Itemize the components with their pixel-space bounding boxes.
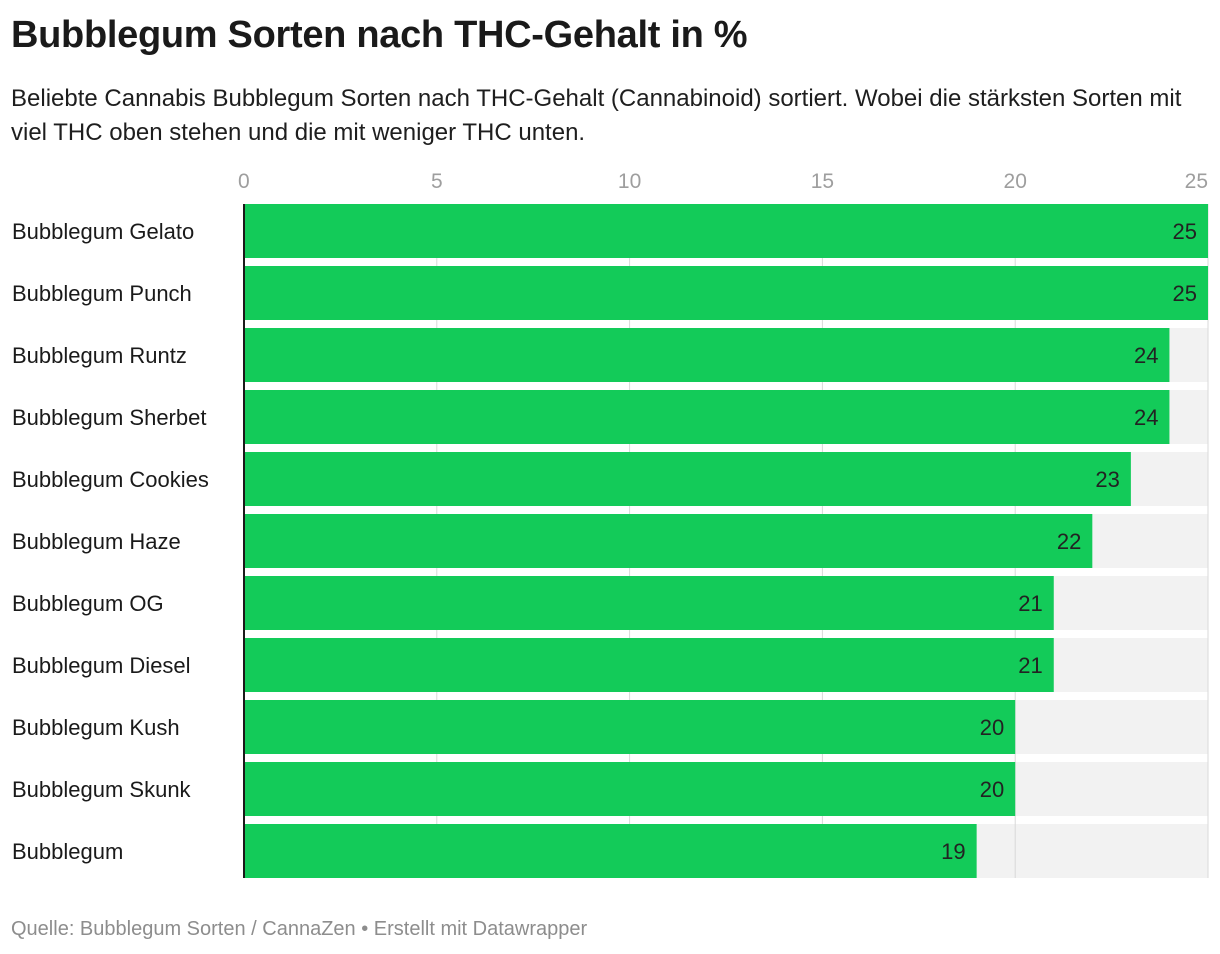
category-label: Bubblegum Cookies [12,467,209,492]
bar [244,390,1170,444]
chart-title: Bubblegum Sorten nach THC-Gehalt in % [11,14,748,56]
x-tick-label: 25 [1185,170,1208,193]
category-label: Bubblegum Sherbet [12,405,206,430]
chart-subtitle: Beliebte Cannabis Bubblegum Sorten nach … [11,85,1182,146]
bar [244,576,1054,630]
chart-source: Quelle: Bubblegum Sorten / CannaZen • Er… [11,918,588,940]
category-label: Bubblegum Kush [12,715,180,740]
category-label: Bubblegum Punch [12,281,192,306]
value-label: 22 [1057,529,1081,554]
bar [244,204,1208,258]
category-label: Bubblegum Runtz [12,343,187,368]
value-label: 25 [1173,281,1197,306]
value-label: 24 [1134,343,1158,368]
category-label: Bubblegum Gelato [12,219,194,244]
bar [244,700,1016,754]
bar [244,638,1054,692]
x-tick-label: 20 [1004,170,1027,193]
x-tick-label: 0 [238,170,250,193]
value-label: 20 [980,715,1004,740]
value-label: 20 [980,777,1004,802]
bar [244,452,1131,506]
bars [244,204,1208,878]
category-label: Bubblegum Skunk [12,777,192,802]
bar [244,762,1016,816]
value-label: 23 [1095,467,1119,492]
value-label: 21 [1018,591,1042,616]
bar [244,514,1093,568]
category-label: Bubblegum [12,839,123,864]
bar [244,328,1170,382]
category-labels: Bubblegum Gelato Bubblegum Punch Bubblegum… [12,219,209,864]
value-label: 24 [1134,405,1158,430]
category-label: Bubblegum OG [12,591,164,616]
x-tick-label: 10 [618,170,641,193]
value-labels: 25 25 24 24 23 22 21 21 20 20 19 [941,219,1197,864]
x-axis: 0 5 10 15 20 25 [238,170,1208,193]
bar [244,266,1208,320]
category-label: Bubblegum Diesel [12,653,191,678]
bar [244,824,977,878]
value-label: 21 [1018,653,1042,678]
value-label: 25 [1173,219,1197,244]
category-label: Bubblegum Haze [12,529,181,554]
value-label: 19 [941,839,965,864]
x-tick-label: 15 [811,170,834,193]
x-tick-label: 5 [431,170,443,193]
